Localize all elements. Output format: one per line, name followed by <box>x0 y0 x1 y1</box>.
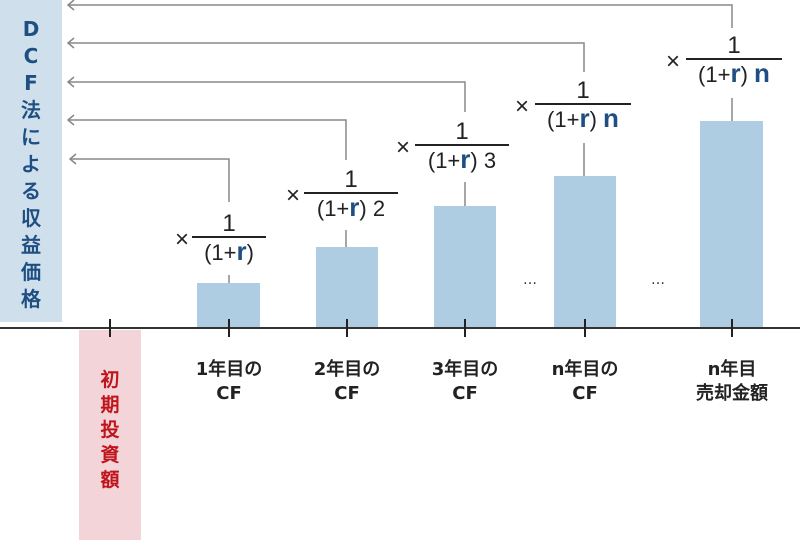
exponent: n <box>603 102 619 133</box>
numerator: 1 <box>455 118 469 145</box>
denominator: (1+r) <box>192 238 266 266</box>
label-char: 資 <box>100 444 120 466</box>
numerator: 1 <box>222 210 236 237</box>
label-char: に <box>21 125 41 149</box>
den-close: ) <box>470 147 478 173</box>
numerator: 1 <box>344 166 358 193</box>
arrow-year2 <box>68 119 347 160</box>
label-char: 投 <box>100 419 120 441</box>
rate-r: r <box>236 235 247 266</box>
fraction-bar <box>304 192 398 194</box>
label-char: F <box>24 71 38 95</box>
den-close: ) <box>740 61 748 87</box>
tick-year1 <box>228 319 230 337</box>
denominator: (1+r) 2 <box>304 194 398 222</box>
tick-year2 <box>346 319 348 337</box>
dcf-value-label: D C F 法 に よ る 収 益 価 格 <box>0 16 62 313</box>
tick-initial <box>109 319 111 337</box>
label-line1: 1年目の <box>195 359 263 380</box>
den-close: ) <box>246 239 254 265</box>
den-close: ) <box>359 195 367 221</box>
numerator: 1 <box>576 77 590 104</box>
discount-arrows <box>66 0 733 294</box>
denominator: (1+r) n <box>535 105 631 133</box>
label-line2: CF <box>572 383 598 404</box>
times-sign: × <box>175 226 190 253</box>
label-line2: 売却金額 <box>696 383 768 404</box>
times-sign: × <box>286 182 301 209</box>
label-line1: 2年目の <box>313 359 381 380</box>
arrow-year3 <box>68 81 466 112</box>
label-char: 益 <box>21 233 41 257</box>
fraction-bar <box>686 58 782 60</box>
den-open: (1+ <box>698 61 731 87</box>
times-sign: × <box>666 48 681 75</box>
discount-factor-year1: 1 (1+r) <box>192 212 266 266</box>
dcf-value-panel <box>0 0 62 322</box>
label-year2: 2年目の CF <box>287 358 407 406</box>
label-line1: 3年目の <box>431 359 499 380</box>
tick-year3 <box>464 319 466 337</box>
label-line2: CF <box>334 383 360 404</box>
label-yearn-sale: n年目 売却金額 <box>672 358 792 406</box>
ellipsis: … <box>523 272 537 288</box>
bar-year2 <box>316 247 378 328</box>
rate-r: r <box>730 57 741 88</box>
discount-factor-yearn: 1 (1+r) n <box>535 79 631 133</box>
bar-yearn-sale <box>700 121 763 328</box>
denominator: (1+r) 3 <box>415 146 509 174</box>
times-sign: × <box>515 93 530 120</box>
label-char: 期 <box>100 394 120 416</box>
label-line2: CF <box>452 383 478 404</box>
fraction-bar <box>415 144 509 146</box>
exponent: 3 <box>483 147 497 173</box>
label-char: よ <box>21 152 41 176</box>
times-sign: × <box>396 134 411 161</box>
rate-r: r <box>460 143 471 174</box>
den-open: (1+ <box>316 195 350 221</box>
label-year3: 3年目の CF <box>405 358 525 406</box>
label-char: 価 <box>21 260 41 284</box>
label-char: 収 <box>21 206 41 230</box>
label-year1: 1年目の CF <box>169 358 289 406</box>
label-line2: CF <box>216 383 242 404</box>
initial-investment-label: 初 期 投 資 額 <box>79 368 141 493</box>
arrow-yearn-sale <box>68 4 733 28</box>
den-close: ) <box>589 106 597 132</box>
fraction-bar <box>192 236 266 238</box>
arrow-yearn <box>68 42 585 72</box>
discount-factor-yearn-sale: 1 (1+r) n <box>686 34 782 88</box>
denominator: (1+r) n <box>686 60 782 88</box>
tick-yearn-sale <box>731 319 733 337</box>
label-yearn: n年目の CF <box>525 358 645 406</box>
tick-yearn <box>584 319 586 337</box>
label-char: 格 <box>21 287 41 311</box>
label-line1: n年目の <box>551 359 619 380</box>
den-open: (1+ <box>204 239 237 265</box>
label-line1: n年目 <box>707 359 757 380</box>
exponent: 2 <box>372 195 386 221</box>
label-char: D <box>22 17 40 41</box>
label-char: 額 <box>100 469 120 491</box>
fraction-bar <box>535 103 631 105</box>
label-char: C <box>23 44 39 68</box>
initial-investment-panel <box>79 330 141 540</box>
numerator: 1 <box>727 32 741 59</box>
den-open: (1+ <box>427 147 461 173</box>
label-char: る <box>21 179 41 203</box>
discount-factor-year3: 1 (1+r) 3 <box>415 120 509 174</box>
discount-factor-year2: 1 (1+r) 2 <box>304 168 398 222</box>
exponent: n <box>754 57 770 88</box>
den-open: (1+ <box>547 106 580 132</box>
rate-r: r <box>579 102 590 133</box>
bar-year3 <box>434 206 496 328</box>
rate-r: r <box>349 191 360 222</box>
arrow-year1 <box>70 158 230 202</box>
x-axis <box>0 327 800 329</box>
bar-yearn <box>554 176 616 328</box>
label-char: 初 <box>100 369 120 391</box>
ellipsis: … <box>651 272 665 288</box>
label-char: 法 <box>21 98 41 122</box>
